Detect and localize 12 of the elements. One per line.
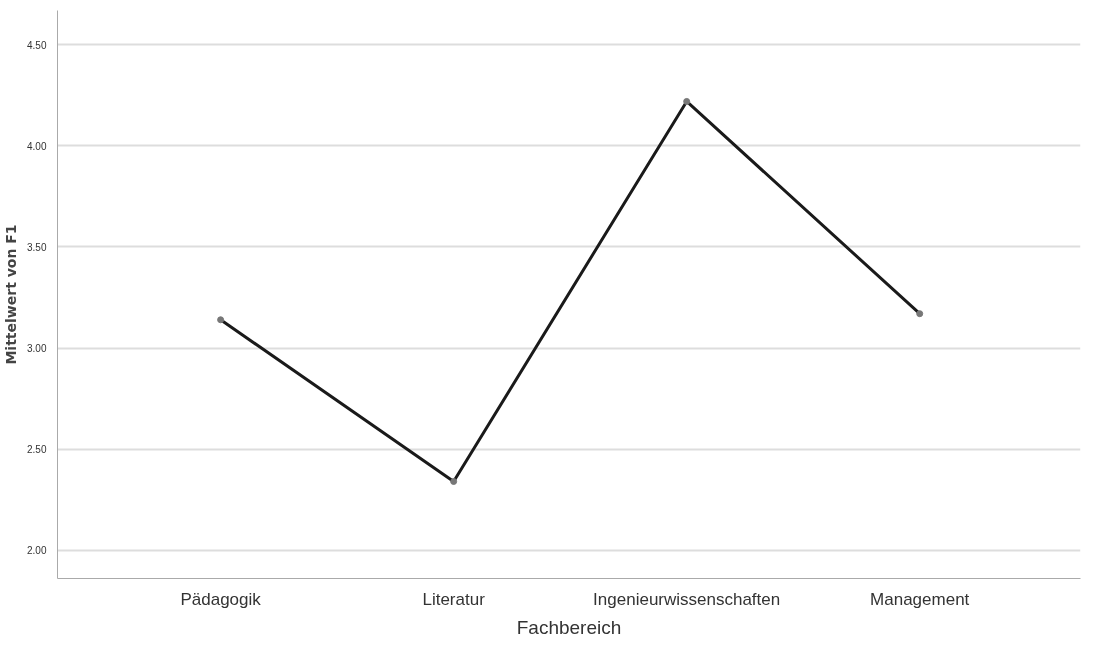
y-tick-label: 2.50	[27, 444, 47, 456]
y-tick-label: 2.00	[27, 545, 47, 557]
y-axis-title: Mittelwert von F1	[3, 224, 20, 365]
y-tick-label: 3.00	[27, 343, 47, 355]
y-tick-label: 4.00	[27, 140, 47, 152]
x-axis-title: Fachbereich	[516, 616, 622, 638]
y-tick-label: 3.50	[27, 242, 47, 253]
x-tick-label: Pädagogik	[180, 589, 262, 609]
x-tick-label: Management	[870, 589, 970, 609]
x-tick-label: Ingenieurwissenschaften	[593, 589, 781, 609]
y-tick-label: 4.50	[27, 39, 47, 51]
x-tick-label: Literatur	[422, 589, 486, 609]
